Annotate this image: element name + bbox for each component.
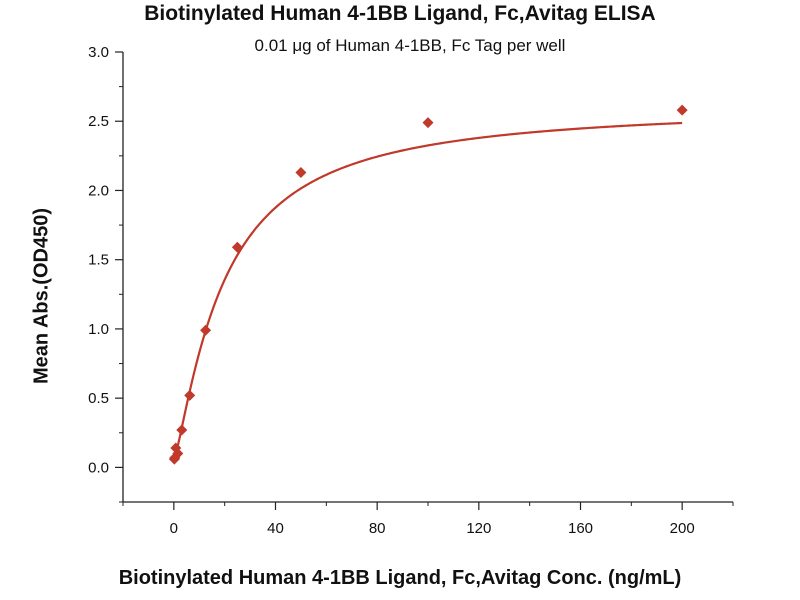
x-axis-label: Biotinylated Human 4-1BB Ligand, Fc,Avit… <box>118 567 682 589</box>
data-point <box>422 117 434 129</box>
y-tick-label: 0.5 <box>88 390 109 407</box>
y-tick-label: 1.0 <box>88 321 109 338</box>
y-tick-label: 1.5 <box>88 252 109 269</box>
x-tick-label: 80 <box>369 520 386 537</box>
data-point <box>295 166 307 178</box>
chart-title: Biotinylated Human 4-1BB Ligand, Fc,Avit… <box>144 2 656 25</box>
y-tick-label: 2.5 <box>88 113 109 130</box>
data-point <box>176 424 188 436</box>
y-tick-label: 0.0 <box>88 459 109 476</box>
data-point <box>231 241 243 253</box>
data-point <box>676 104 688 116</box>
fit-curve <box>173 121 683 460</box>
x-tick-label: 160 <box>568 520 593 537</box>
data-point <box>184 389 196 401</box>
x-tick-label: 0 <box>170 520 178 537</box>
chart-subtitle: 0.01 μg of Human 4-1BB, Fc Tag per well <box>254 36 566 55</box>
data-point <box>200 324 212 336</box>
x-tick-label: 40 <box>267 520 284 537</box>
x-tick-label: 200 <box>670 520 695 537</box>
x-tick-label: 120 <box>466 520 491 537</box>
y-tick-label: 3.0 <box>88 44 109 61</box>
y-tick-label: 2.0 <box>88 182 109 199</box>
data-point <box>172 448 184 460</box>
